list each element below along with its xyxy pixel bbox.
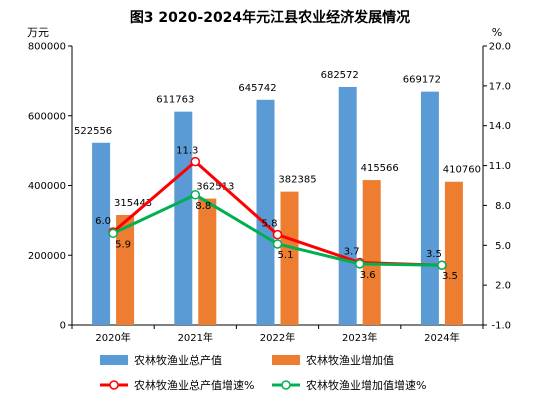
legend-marker-output-growth bbox=[109, 380, 119, 390]
added-value-label: 415566 bbox=[361, 163, 399, 174]
output-value-bar bbox=[420, 91, 439, 325]
added-growth-label: 5.1 bbox=[278, 250, 294, 261]
added-growth-label: 8.8 bbox=[195, 201, 211, 212]
category-label: 2024年 bbox=[424, 331, 459, 344]
left-tick-label: 200000 bbox=[28, 251, 66, 262]
added-value-bar bbox=[362, 180, 381, 325]
legend-label-added-value: 农林牧渔业增加值 bbox=[306, 353, 394, 367]
axes: 0 200000 400000 600000 800000 -1.0 2.0 5.0 8.0 11… bbox=[28, 42, 511, 345]
added-value-bar bbox=[198, 198, 217, 325]
right-tick-label: 20.0 bbox=[489, 42, 511, 53]
output-growth-label: 5.8 bbox=[262, 219, 278, 230]
lines bbox=[108, 156, 447, 270]
output-value-label: 611763 bbox=[156, 95, 194, 106]
output-value-label: 645742 bbox=[238, 83, 276, 94]
added-growth-marker bbox=[108, 228, 118, 239]
category-label: 2020年 bbox=[95, 331, 130, 344]
output-value-bar bbox=[92, 142, 111, 325]
output-growth-label: 3.7 bbox=[344, 247, 360, 258]
added-growth-marker bbox=[190, 190, 201, 200]
right-tick-label: 5.0 bbox=[495, 241, 511, 252]
output-growth-label: 3.5 bbox=[426, 249, 442, 260]
added-growth-label: 5.9 bbox=[115, 239, 131, 250]
legend-label-output-growth: 农林牧渔业总产值增速% bbox=[134, 378, 254, 392]
output-value-label: 682572 bbox=[321, 70, 359, 81]
legend-swatch-added-value bbox=[272, 355, 300, 365]
output-value-bar bbox=[338, 86, 357, 325]
category-label: 2022年 bbox=[260, 331, 295, 344]
added-value-bar bbox=[280, 191, 299, 325]
right-tick-label: 11.0 bbox=[489, 161, 511, 172]
added-growth-marker bbox=[354, 259, 365, 269]
right-tick-label: -1.0 bbox=[491, 321, 511, 332]
added-growth-marker bbox=[272, 239, 283, 249]
output-growth-label: 11.3 bbox=[176, 146, 198, 157]
bars bbox=[92, 86, 463, 326]
right-tick-label: 8.0 bbox=[495, 201, 511, 212]
output-growth-label: 6.0 bbox=[95, 216, 111, 227]
added-growth-label: 3.5 bbox=[442, 271, 458, 282]
output-value-label: 522556 bbox=[74, 126, 112, 137]
output-growth-marker bbox=[272, 229, 283, 240]
legend-swatch-output-value bbox=[100, 355, 128, 365]
right-tick-label: 17.0 bbox=[489, 81, 511, 92]
legend-label-added-growth: 农林牧渔业增加值增速% bbox=[306, 378, 426, 392]
left-axis-unit: 万元 bbox=[27, 26, 49, 39]
chart-title: 图3 2020-2024年元江县农业经济发展情况 bbox=[130, 9, 410, 26]
left-tick-label: 0 bbox=[60, 321, 66, 332]
added-value-bar bbox=[116, 214, 135, 325]
added-value-label: 410760 bbox=[443, 165, 481, 176]
added-growth-label: 3.6 bbox=[360, 270, 376, 281]
left-tick-label: 600000 bbox=[28, 111, 66, 122]
category-label: 2023年 bbox=[342, 331, 377, 344]
bar-labels: 522556 611763 645742 682572 669172 315443 3625… bbox=[74, 70, 481, 209]
added-growth-marker bbox=[437, 260, 447, 270]
output-value-bar bbox=[256, 99, 275, 325]
output-value-label: 669172 bbox=[403, 75, 441, 86]
category-label: 2021年 bbox=[178, 331, 213, 344]
added-value-label: 362513 bbox=[196, 182, 234, 193]
line-labels: 6.0 11.3 5.8 3.7 3.5 5.9 8.8 5.1 3.6 3.5 bbox=[95, 146, 458, 283]
added-value-label: 315443 bbox=[114, 198, 152, 209]
output-growth-marker bbox=[190, 156, 201, 167]
legend-marker-added-growth bbox=[281, 380, 291, 390]
right-tick-label: 14.0 bbox=[489, 121, 511, 132]
right-tick-label: 2.0 bbox=[495, 281, 511, 292]
left-tick-label: 800000 bbox=[28, 42, 66, 53]
legend-label-output-value: 农林牧渔业总产值 bbox=[134, 353, 222, 367]
output-value-bar bbox=[174, 111, 193, 326]
left-tick-label: 400000 bbox=[28, 181, 66, 192]
right-axis-unit: % bbox=[492, 26, 502, 39]
added-value-bar bbox=[444, 181, 463, 325]
added-value-label: 382385 bbox=[278, 175, 316, 186]
